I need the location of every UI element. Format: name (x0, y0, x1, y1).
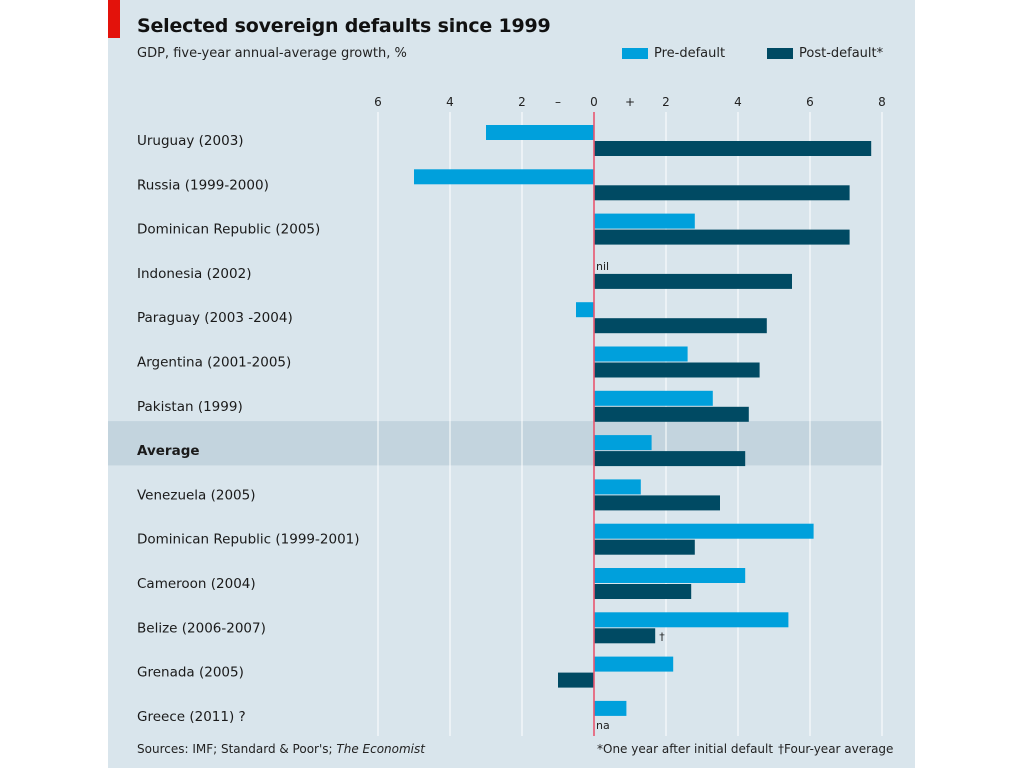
category-label: Pakistan (1999) (137, 399, 243, 415)
bar-pre-default (594, 568, 746, 583)
bar-post-default (594, 495, 720, 511)
legend-swatch-pre (622, 48, 648, 59)
x-tick-label: 4 (734, 95, 742, 109)
bar-post-default (594, 273, 792, 289)
category-label: Dominican Republic (2005) (137, 222, 320, 238)
category-label: Average (137, 443, 200, 459)
x-tick-label: 6 (374, 95, 382, 109)
bar-post-default (594, 406, 749, 422)
x-tick-label: 2 (518, 95, 526, 109)
x-tick-label: 4 (446, 95, 454, 109)
bar-post-default (594, 539, 695, 555)
bar-post-default (594, 362, 760, 378)
axis-positive-sign: + (625, 95, 635, 109)
x-tick-label: 6 (806, 95, 814, 109)
bar-pre-default (486, 125, 594, 140)
bar-post-default (594, 229, 850, 245)
category-label: Argentina (2001-2005) (137, 355, 291, 371)
bar-pre-default (576, 302, 594, 318)
category-label: Uruguay (2003) (137, 133, 244, 149)
bar-post-default (594, 451, 746, 467)
sources-publication: The Economist (336, 742, 425, 756)
bar-pre-default (414, 169, 594, 185)
category-label: Belize (2006-2007) (137, 620, 266, 636)
brand-red-tag (108, 0, 120, 38)
bar-post-default (594, 185, 850, 201)
category-label: Greece (2011) ? (137, 709, 246, 725)
bar-pre-default (594, 612, 789, 628)
legend-post-default: Post-default* (767, 46, 883, 61)
sources-note: Sources: IMF; Standard & Poor's; The Eco… (137, 742, 425, 756)
bar-annotation: † (659, 630, 665, 643)
category-label: Paraguay (2003 -2004) (137, 310, 293, 326)
legend-label-post: Post-default* (799, 46, 884, 61)
legend-swatch-post (767, 48, 793, 59)
bar-annotation: na (596, 719, 610, 732)
chart-title: Selected sovereign defaults since 1999 (137, 15, 551, 37)
chart-subtitle: GDP, five-year annual-average growth, % (137, 46, 407, 61)
legend-pre-default: Pre-default (622, 46, 725, 61)
bar-pre-default (594, 390, 713, 406)
bar-post-default (594, 584, 692, 599)
bar-pre-default (594, 435, 652, 451)
bar-post-default (594, 628, 656, 644)
category-label: Russia (1999-2000) (137, 177, 269, 193)
category-label: Indonesia (2002) (137, 266, 251, 282)
x-tick-label: 0 (590, 95, 598, 109)
bar-pre-default (594, 213, 695, 229)
average-row-band (108, 421, 882, 466)
category-label: Venezuela (2005) (137, 487, 256, 503)
legend-label-pre: Pre-default (654, 46, 726, 61)
footnote-post-default: *One year after initial default (597, 742, 774, 756)
bar-pre-default (594, 346, 688, 362)
bar-post-default (594, 141, 872, 156)
bar-pre-default (594, 700, 627, 716)
category-label: Dominican Republic (1999-2001) (137, 532, 360, 548)
bar-pre-default (594, 523, 814, 539)
bar-post-default (558, 672, 594, 688)
footnote-dagger: †Four-year average (778, 742, 894, 756)
sources-text: Sources: IMF; Standard & Poor's; (137, 742, 337, 756)
category-label: Grenada (2005) (137, 665, 244, 681)
bar-pre-default (594, 479, 641, 495)
bar-post-default (594, 318, 767, 334)
bar-pre-default (594, 656, 674, 672)
axis-negative-sign: – (555, 95, 561, 109)
x-tick-label: 8 (878, 95, 886, 109)
x-tick-label: 2 (662, 95, 670, 109)
category-label: Cameroon (2004) (137, 576, 256, 592)
bar-annotation: nil (596, 260, 609, 273)
